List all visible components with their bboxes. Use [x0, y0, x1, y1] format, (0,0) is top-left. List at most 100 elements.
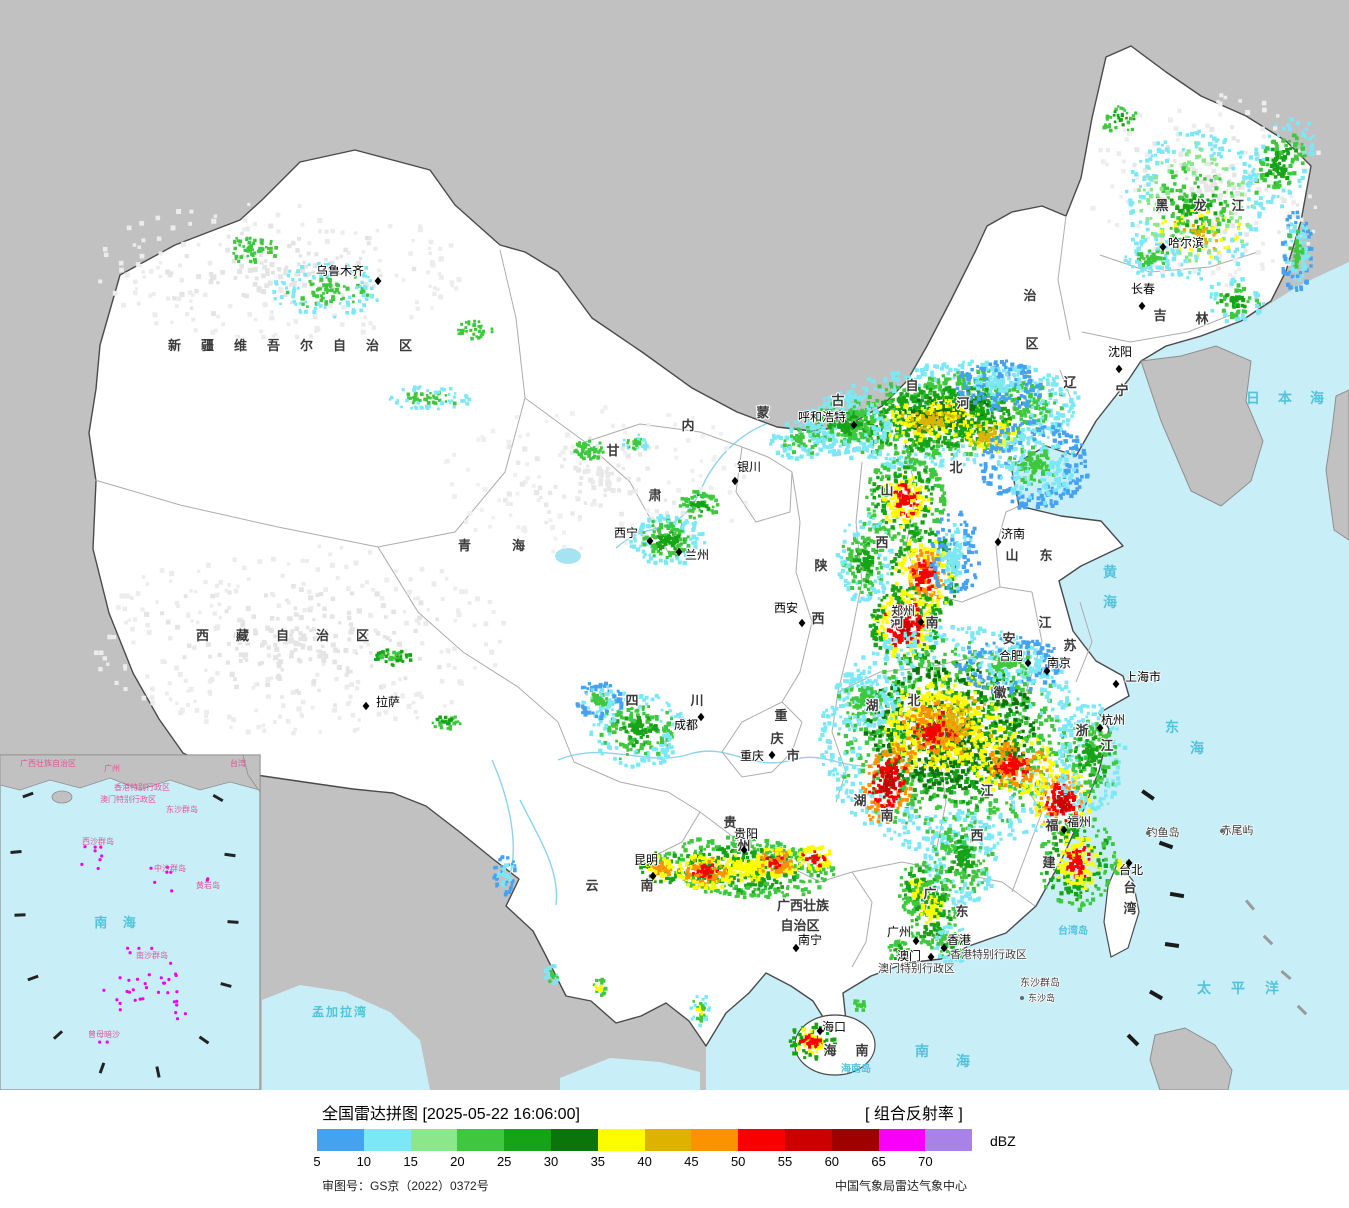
city-label: 昆明: [634, 853, 658, 867]
province-label: 湾: [1123, 901, 1136, 916]
city-marker-icon: [740, 845, 748, 855]
inset-label: 西沙群岛: [82, 836, 114, 846]
province-label: 川: [689, 693, 703, 708]
dbz-swatch-45: [691, 1129, 739, 1151]
radar-echo-blob: [543, 964, 560, 986]
province-label: 市: [786, 748, 799, 763]
dbz-swatch-65: [878, 1129, 926, 1151]
radar-echo-blob: [1102, 105, 1138, 133]
sea-label: 黄: [1103, 564, 1117, 580]
city-marker-icon: [646, 536, 654, 546]
province-label: 肃: [648, 488, 661, 503]
island-label: 钓鱼岛: [1147, 825, 1180, 839]
city-marker-icon: [649, 871, 657, 881]
radar-echo-blob: [457, 319, 494, 341]
radar-echo-blob: [865, 456, 947, 546]
city-label: 郑州: [891, 603, 915, 618]
radar-echo-blob: [906, 875, 958, 950]
radar-echo-blob: [929, 510, 981, 594]
nine-dash-mark: [224, 852, 236, 858]
city-label: 福州: [1067, 814, 1091, 829]
radar-echo-blob: [861, 742, 913, 824]
radar-echo-blob: [431, 715, 462, 731]
province-label: 西藏自治区: [196, 628, 396, 643]
nine-dash-mark: [52, 1030, 64, 1040]
radar-echo-blob: [1058, 703, 1128, 812]
province-label: 林: [1195, 311, 1208, 326]
province-label: 江: [1038, 615, 1051, 630]
inset-hainan: [51, 790, 73, 804]
city-marker-icon: [917, 617, 925, 627]
nine-dash-mark: [98, 1062, 106, 1074]
qinghai-lake: [555, 548, 581, 564]
nine-dash-mark: [220, 982, 232, 988]
city-marker-icon: [675, 547, 683, 557]
island-chain-mark: [1244, 899, 1256, 911]
radar-echo-blob: [923, 809, 1000, 908]
city-marker-icon: [1138, 301, 1146, 311]
city-label: 呼和浩特: [798, 409, 846, 424]
radar-echo-blob: [788, 1022, 837, 1061]
radar-echo-blob: [678, 489, 720, 520]
city-marker-icon: [1125, 858, 1133, 868]
inset-label: 广西壮族自治区: [20, 758, 76, 768]
city-label: 成都: [674, 718, 698, 732]
province-label: 陕: [814, 558, 828, 573]
province-label: 广: [923, 886, 936, 901]
inset-label: 中沙群岛: [154, 863, 186, 873]
radar-echo-blob: [98, 202, 462, 340]
province-label: 内: [681, 418, 694, 433]
province-label: 台: [1123, 880, 1136, 895]
island-chain-mark: [1280, 969, 1292, 981]
dbz-colorbar: [317, 1129, 973, 1151]
radar-echo-blob: [592, 977, 608, 997]
city-marker-icon: [792, 943, 800, 953]
province-label: 青海: [458, 538, 566, 553]
province-label: 宁: [1115, 383, 1128, 398]
china-radar-map: 新疆维吾尔自治区 西藏自治区 青海甘肃内蒙古自治区黑龙江吉林辽宁河北山西山东陕西河南…: [0, 0, 1349, 1091]
city-label: 乌鲁木齐: [316, 263, 364, 278]
dbz-tick-15: 15: [403, 1154, 418, 1169]
island-label: 赤尾屿: [1221, 824, 1254, 837]
radar-echo-blob: [953, 636, 1065, 695]
island-label: 东沙群岛: [1020, 976, 1060, 989]
city-label: 西安: [774, 600, 798, 615]
radar-echo-blob: [796, 845, 832, 871]
city-marker-icon: [816, 1026, 824, 1036]
national-boundary-dash: [1148, 989, 1164, 1001]
city-marker-icon: [927, 952, 935, 962]
city-marker-icon: [850, 420, 858, 430]
dbz-swatch-40: [644, 1129, 692, 1151]
radar-echo-blob: [835, 513, 894, 603]
dbz-tick-65: 65: [871, 1154, 886, 1169]
province-label: 蒙: [756, 405, 769, 420]
radar-echo-blob: [1242, 117, 1315, 216]
province-label: 辽: [1063, 375, 1077, 390]
city-marker-icon: [1112, 679, 1120, 689]
dbz-swatch-60: [831, 1129, 879, 1151]
dbz-tick-50: 50: [730, 1154, 746, 1169]
dbz-swatch-15: [410, 1129, 458, 1151]
province-label: 徽: [992, 685, 1007, 700]
province-label: 西: [811, 611, 824, 626]
dbz-tick-35: 35: [590, 1154, 606, 1169]
license-number: 审图号：GS京（2022）0372号: [322, 1179, 489, 1193]
inset-sea-label: 南 海: [94, 915, 142, 930]
dbz-swatch-20: [457, 1129, 505, 1151]
radar-echo-blob: [622, 433, 649, 451]
city-label: 重庆: [740, 749, 764, 763]
city-marker-icon: [1060, 825, 1068, 835]
boundary-dash-layer: [1126, 789, 1308, 1047]
map-label-layer: 新疆维吾尔自治区西藏自治区青海甘肃内蒙古自治区黑龙江吉 林辽宁河北山西山 东陕西河南…: [167, 197, 1324, 1075]
province-label: 南: [880, 808, 893, 823]
dbz-swatch-5: [317, 1129, 364, 1151]
province-label: 湖: [865, 698, 878, 713]
island-label: 香港特别行政区: [950, 947, 1027, 961]
radar-echo-blob: [444, 405, 748, 554]
city-label: 沈阳: [1108, 344, 1132, 359]
dbz-swatch-25: [504, 1129, 551, 1151]
province-label: 甘: [606, 443, 619, 458]
city-label: 贵阳: [734, 827, 758, 841]
city-label: 杭州: [1101, 712, 1125, 727]
